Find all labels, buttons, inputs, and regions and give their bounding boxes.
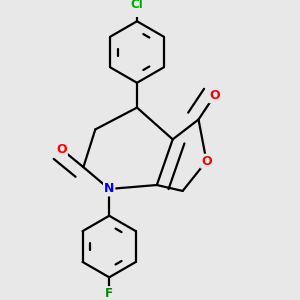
Text: N: N xyxy=(104,182,114,196)
Text: O: O xyxy=(201,155,212,168)
Text: F: F xyxy=(105,287,113,300)
Text: O: O xyxy=(56,143,67,156)
Text: Cl: Cl xyxy=(130,0,143,11)
Text: O: O xyxy=(209,89,220,102)
